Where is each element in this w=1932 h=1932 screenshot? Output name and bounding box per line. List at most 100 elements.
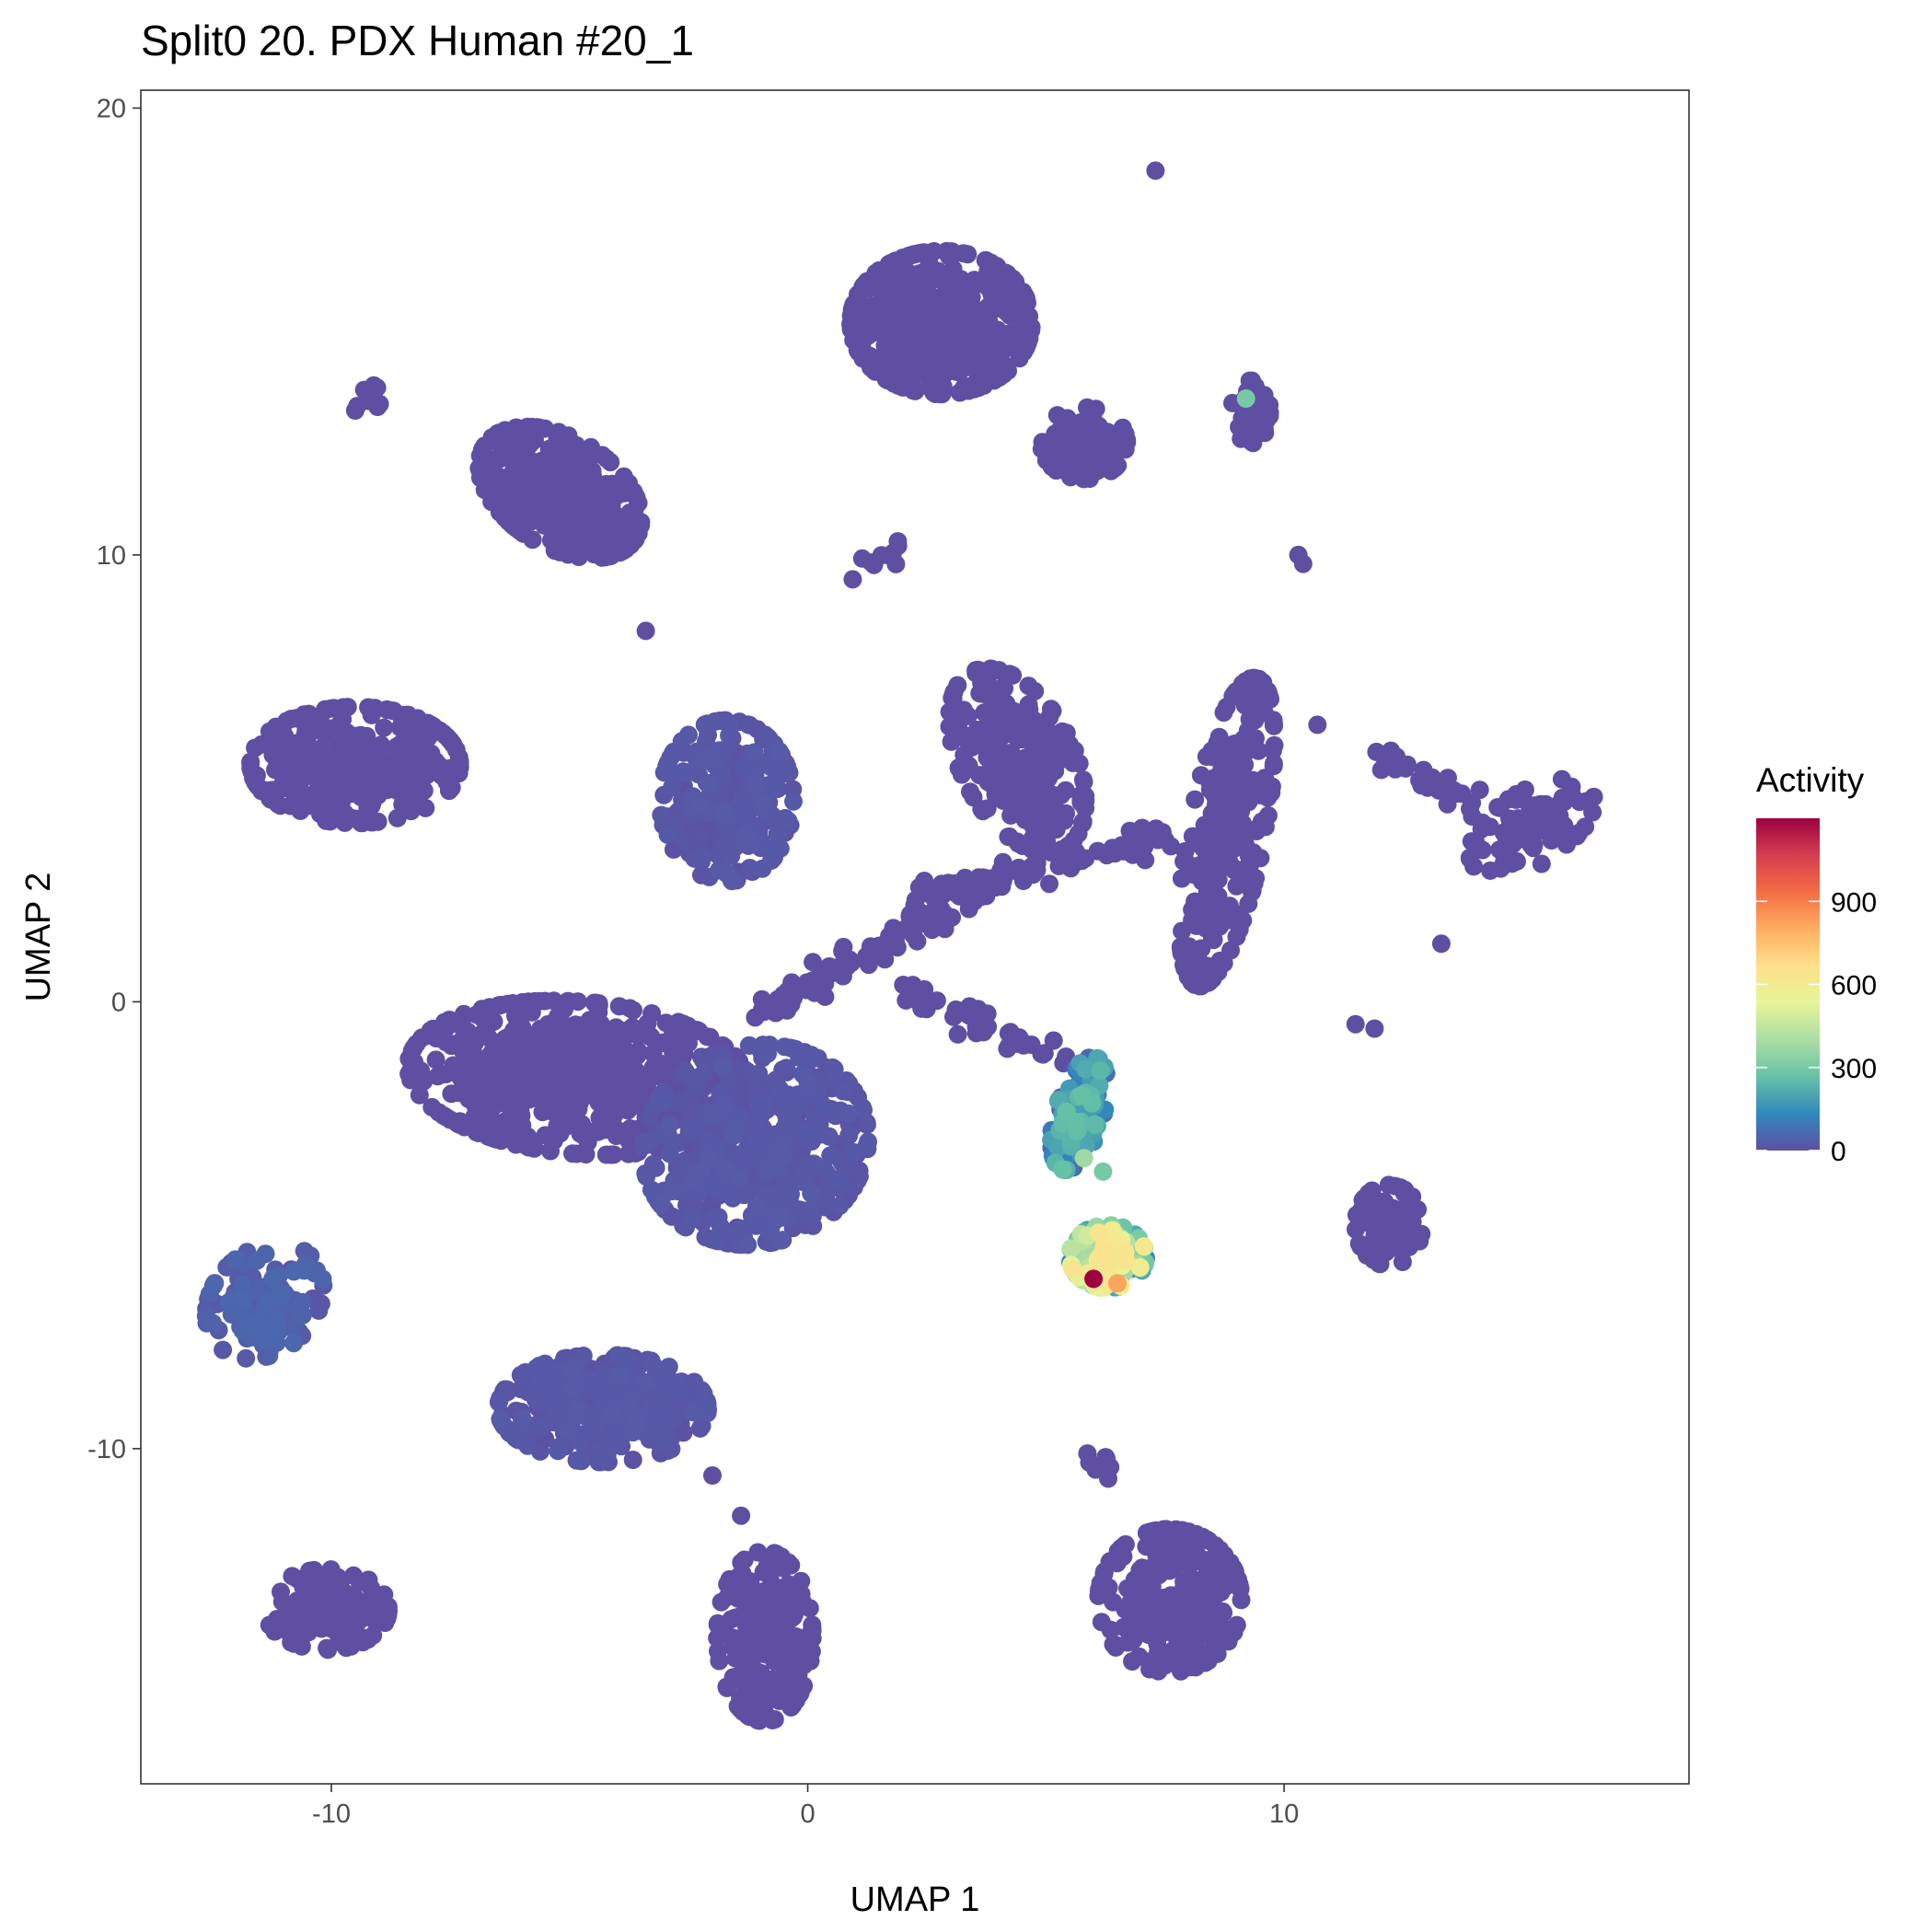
cluster-0-point (886, 343, 905, 363)
cluster-5-point (753, 859, 772, 878)
cluster-18-point (1166, 1520, 1186, 1539)
cluster-13-point (1362, 1181, 1382, 1200)
cluster-17-point (800, 1599, 819, 1618)
trail-6-point (1098, 1462, 1117, 1480)
cluster-2-point (545, 541, 564, 560)
cluster-18-point (1176, 1593, 1196, 1613)
cluster-7-point (1241, 735, 1260, 755)
cluster-2-point (629, 524, 648, 543)
cluster-9-point (503, 1047, 522, 1066)
cluster-2-point (469, 459, 489, 479)
cluster-13-point (1379, 1175, 1398, 1195)
cluster-9-point (607, 1018, 626, 1037)
cluster-16-point (272, 1582, 290, 1602)
cluster-18-point (1123, 1652, 1142, 1671)
cluster-9-point (585, 1030, 605, 1049)
cluster-0-point (903, 351, 922, 370)
cluster-18-point (1140, 1586, 1160, 1604)
cluster-2-point (584, 507, 602, 526)
cluster-10-point (854, 1101, 873, 1119)
trail-1-point (905, 896, 924, 915)
cluster-9-point (587, 993, 607, 1012)
trail-0-point (804, 953, 823, 972)
single-point (732, 1506, 751, 1525)
cluster-9-point (483, 1128, 503, 1148)
cluster-6-point (1073, 812, 1093, 831)
cluster-10-point (752, 1040, 771, 1059)
cluster-10-point (780, 1189, 799, 1209)
cluster-15-point (667, 1374, 687, 1394)
cluster-14-point (233, 1275, 252, 1294)
cluster-3-point (1240, 371, 1259, 390)
trail-1-point (1012, 861, 1032, 879)
cluster-4-point (304, 744, 323, 763)
single-point (636, 621, 655, 641)
cluster-4-point (269, 794, 288, 814)
cluster-16-point (364, 1596, 384, 1615)
cluster-0-point (981, 253, 1001, 272)
cluster-15-point (628, 1407, 647, 1427)
cluster-18-point (1148, 1634, 1167, 1653)
cluster-10-point (709, 1208, 728, 1227)
trail-2-point (1032, 1044, 1051, 1063)
cluster-6-point (948, 676, 967, 695)
cluster-9-point (607, 1127, 626, 1145)
cluster-9-point (605, 1105, 624, 1125)
cluster-2-point (573, 469, 592, 488)
cluster-0-point (950, 282, 969, 301)
cluster-18-point (1118, 1633, 1138, 1652)
cluster-2-point (529, 464, 549, 482)
cluster-3-point (1232, 409, 1252, 428)
cluster-6-point (978, 772, 998, 792)
cluster-0-point (949, 332, 968, 352)
cluster-10-point (830, 1197, 850, 1216)
trail-1-point (1049, 856, 1069, 875)
cluster-5-point (784, 792, 803, 811)
cluster-2-point (624, 482, 643, 502)
cluster-15-point (651, 1378, 670, 1396)
cluster-9-point (620, 1119, 640, 1138)
cluster-11-point (1053, 1160, 1072, 1179)
trail-1-point (955, 868, 975, 887)
cluster-18-point (1150, 1566, 1169, 1585)
cluster-17-point (710, 1651, 729, 1671)
cluster-4-point (412, 748, 432, 768)
cluster-9-point (410, 1085, 429, 1105)
cluster-17-point (742, 1630, 761, 1649)
trail-1-point (1112, 836, 1131, 855)
cluster-9-point (622, 1017, 642, 1036)
cluster-5-point (689, 795, 709, 815)
cluster-5-point (695, 715, 714, 735)
cluster-2-point (515, 495, 535, 515)
cluster-4-point (338, 782, 357, 802)
cluster-10-point (772, 1206, 792, 1225)
cluster-9-point (434, 1106, 453, 1126)
cluster-12-point (1061, 1239, 1081, 1258)
cluster-9-point (525, 1051, 544, 1070)
cluster-0-point (872, 275, 891, 295)
cluster-9-point (535, 1069, 554, 1088)
cluster-9-point (568, 992, 587, 1012)
cluster-0-point (862, 324, 881, 343)
cluster-0-point (965, 359, 983, 377)
cluster-7-point (1211, 799, 1231, 818)
cluster-6-point (961, 782, 979, 802)
cluster-10-point (716, 1160, 735, 1179)
cluster-15-point (491, 1409, 510, 1429)
cluster-0-point (965, 271, 984, 290)
cluster-17-point (762, 1675, 781, 1695)
trail-3-point (354, 380, 374, 399)
cluster-9-point (700, 1027, 720, 1047)
cluster-7-point (1264, 754, 1283, 773)
cluster-11-point (1076, 1059, 1095, 1079)
cluster-5-point (738, 715, 758, 735)
trail-1-point (1040, 874, 1059, 894)
single-point (1431, 934, 1451, 954)
cluster-16-point (334, 1635, 353, 1653)
cluster-9-point (577, 1086, 596, 1105)
cluster-6-point (987, 724, 1006, 744)
cluster-7-point (1201, 901, 1221, 920)
cluster-16-point (377, 1609, 397, 1628)
cluster-9-point (551, 996, 571, 1015)
cluster-10-point (859, 1132, 877, 1151)
